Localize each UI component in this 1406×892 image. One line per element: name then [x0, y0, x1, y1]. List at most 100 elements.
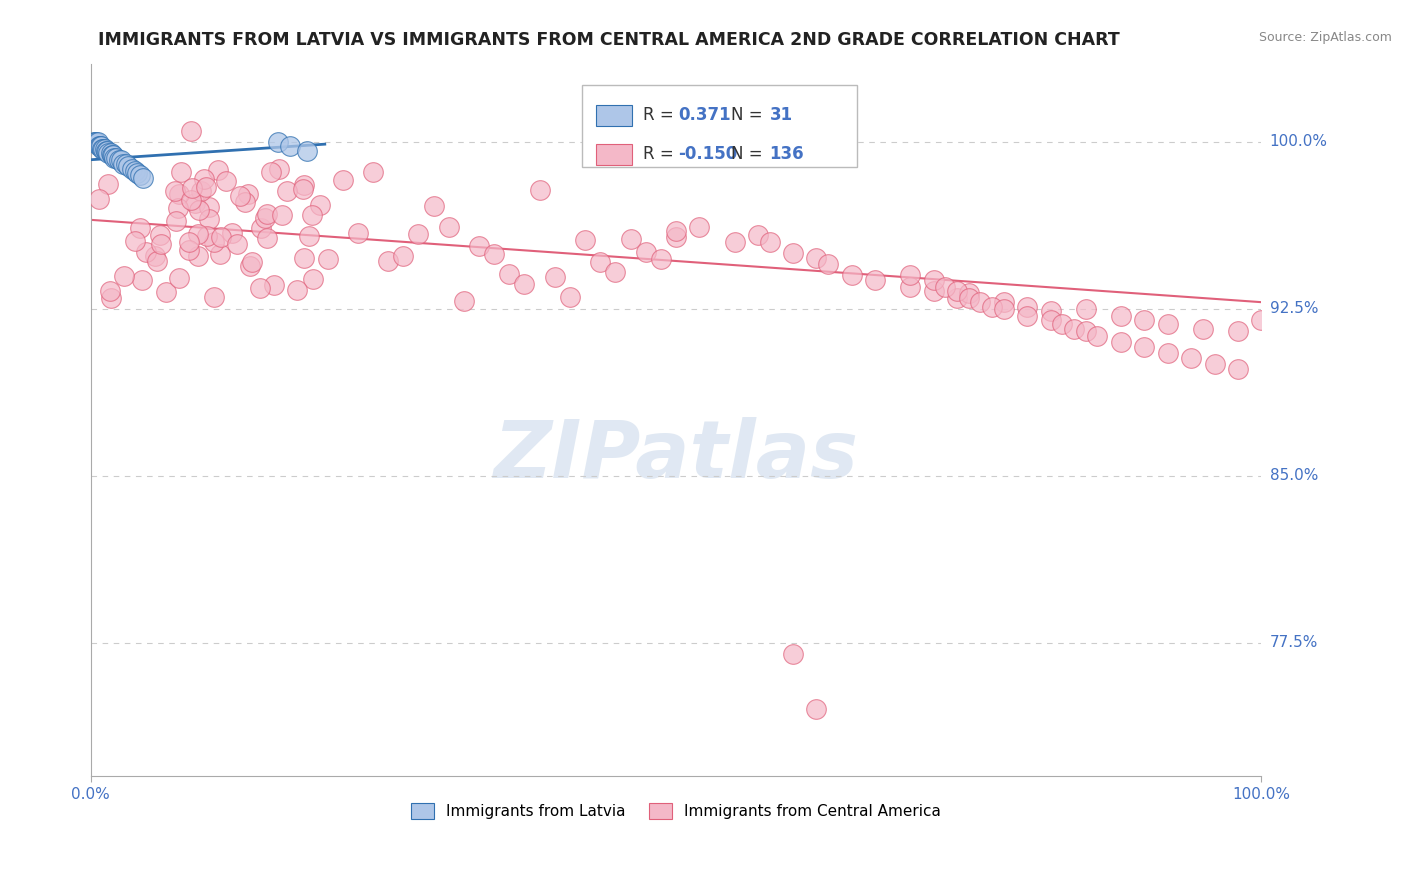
Point: [665, 224, 688, 238]
Point: [195, 229, 218, 244]
Point: [1157, 318, 1180, 332]
Point: [1180, 351, 1202, 365]
Text: N =: N =: [731, 106, 768, 124]
Point: [89, 139, 111, 153]
Text: 136: 136: [769, 145, 804, 163]
Point: [377, 254, 399, 268]
Point: [235, 194, 257, 209]
Text: N =: N =: [731, 145, 768, 163]
Point: [1226, 362, 1249, 376]
Text: 92.5%: 92.5%: [1270, 301, 1319, 317]
Point: [209, 247, 232, 261]
Point: [83, 135, 105, 149]
Point: [482, 247, 505, 261]
Point: [256, 231, 278, 245]
Point: [143, 250, 166, 264]
FancyBboxPatch shape: [596, 104, 631, 126]
Point: [239, 260, 262, 274]
Point: [188, 202, 211, 217]
Point: [112, 157, 135, 171]
Point: [957, 291, 980, 305]
Point: [619, 232, 641, 246]
Point: [107, 153, 129, 167]
Point: [131, 273, 153, 287]
Point: [316, 252, 339, 266]
Point: [634, 245, 657, 260]
Point: [723, 235, 745, 249]
Point: [301, 207, 323, 221]
Text: R =: R =: [643, 145, 679, 163]
Point: [605, 264, 627, 278]
Point: [129, 221, 152, 235]
Point: [993, 295, 1015, 310]
Point: [263, 278, 285, 293]
Point: [260, 165, 283, 179]
Point: [392, 249, 415, 263]
Point: [863, 273, 886, 287]
Point: [1226, 324, 1249, 338]
Point: [190, 185, 212, 199]
Point: [215, 174, 238, 188]
Point: [408, 227, 430, 241]
Point: [198, 200, 221, 214]
FancyBboxPatch shape: [582, 86, 858, 168]
Point: [453, 293, 475, 308]
Text: IMMIGRANTS FROM LATVIA VS IMMIGRANTS FROM CENTRAL AMERICA 2ND GRADE CORRELATION : IMMIGRANTS FROM LATVIA VS IMMIGRANTS FRO…: [98, 31, 1121, 49]
Point: [193, 172, 215, 186]
Point: [1204, 358, 1226, 372]
Point: [946, 284, 969, 298]
Point: [969, 295, 991, 310]
Point: [437, 219, 460, 234]
Point: [285, 283, 308, 297]
Point: [806, 702, 828, 716]
Point: [1039, 313, 1062, 327]
Point: [1133, 313, 1156, 327]
Point: [96, 144, 118, 158]
Point: [170, 164, 193, 178]
Text: -0.150: -0.150: [678, 145, 738, 163]
Point: [1109, 335, 1132, 350]
Point: [1017, 300, 1039, 314]
Text: Source: ZipAtlas.com: Source: ZipAtlas.com: [1258, 31, 1392, 45]
Point: [544, 270, 567, 285]
Point: [100, 291, 122, 305]
Point: [1017, 309, 1039, 323]
Point: [957, 286, 980, 301]
Point: [165, 213, 187, 227]
Point: [347, 226, 370, 240]
Point: [163, 185, 186, 199]
Point: [308, 198, 330, 212]
Point: [302, 272, 325, 286]
FancyBboxPatch shape: [596, 144, 631, 165]
Point: [187, 250, 209, 264]
Point: [202, 290, 225, 304]
Text: 77.5%: 77.5%: [1270, 635, 1317, 650]
Point: [177, 243, 200, 257]
Point: [149, 227, 172, 242]
Point: [1133, 340, 1156, 354]
Point: [665, 230, 688, 244]
Point: [422, 198, 444, 212]
Point: [94, 144, 117, 158]
Point: [84, 135, 107, 149]
Point: [1039, 304, 1062, 318]
Point: [558, 290, 581, 304]
Point: [167, 271, 190, 285]
Point: [1074, 301, 1097, 316]
Point: [253, 211, 276, 225]
Point: [574, 233, 596, 247]
Point: [1087, 328, 1109, 343]
Text: 100.0%: 100.0%: [1270, 135, 1327, 150]
Point: [934, 279, 956, 293]
Point: [271, 208, 294, 222]
Point: [758, 235, 780, 249]
Point: [87, 139, 110, 153]
Point: [747, 228, 769, 243]
Point: [180, 124, 202, 138]
Point: [946, 291, 969, 305]
Point: [332, 173, 354, 187]
Point: [240, 254, 263, 268]
Legend: Immigrants from Latvia, Immigrants from Central America: Immigrants from Latvia, Immigrants from …: [405, 797, 946, 825]
Point: [1157, 346, 1180, 360]
Point: [91, 142, 114, 156]
